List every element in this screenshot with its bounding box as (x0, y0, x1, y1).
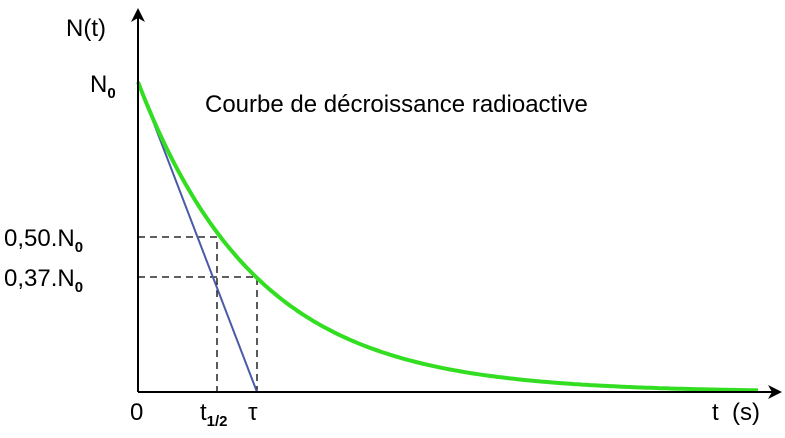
decay-curve (136, 81, 759, 393)
tau-guide (138, 276, 258, 392)
guides (138, 236, 258, 392)
y-axis-label: N(t) (66, 15, 106, 42)
x-axis-label: t (s) (712, 399, 760, 426)
x-tick-label: τ (248, 399, 258, 426)
title: Courbe de décroissance radioactive (205, 91, 588, 118)
x-tick-label: t1/2 (200, 399, 228, 430)
y-tick-label: N0 (90, 71, 116, 102)
y-tick-label: 0,50.N0 (4, 225, 83, 256)
y-tick-label: 0,37.N0 (4, 265, 83, 296)
x-tick-label: 0 (130, 399, 143, 426)
half-life-guide (138, 236, 218, 392)
